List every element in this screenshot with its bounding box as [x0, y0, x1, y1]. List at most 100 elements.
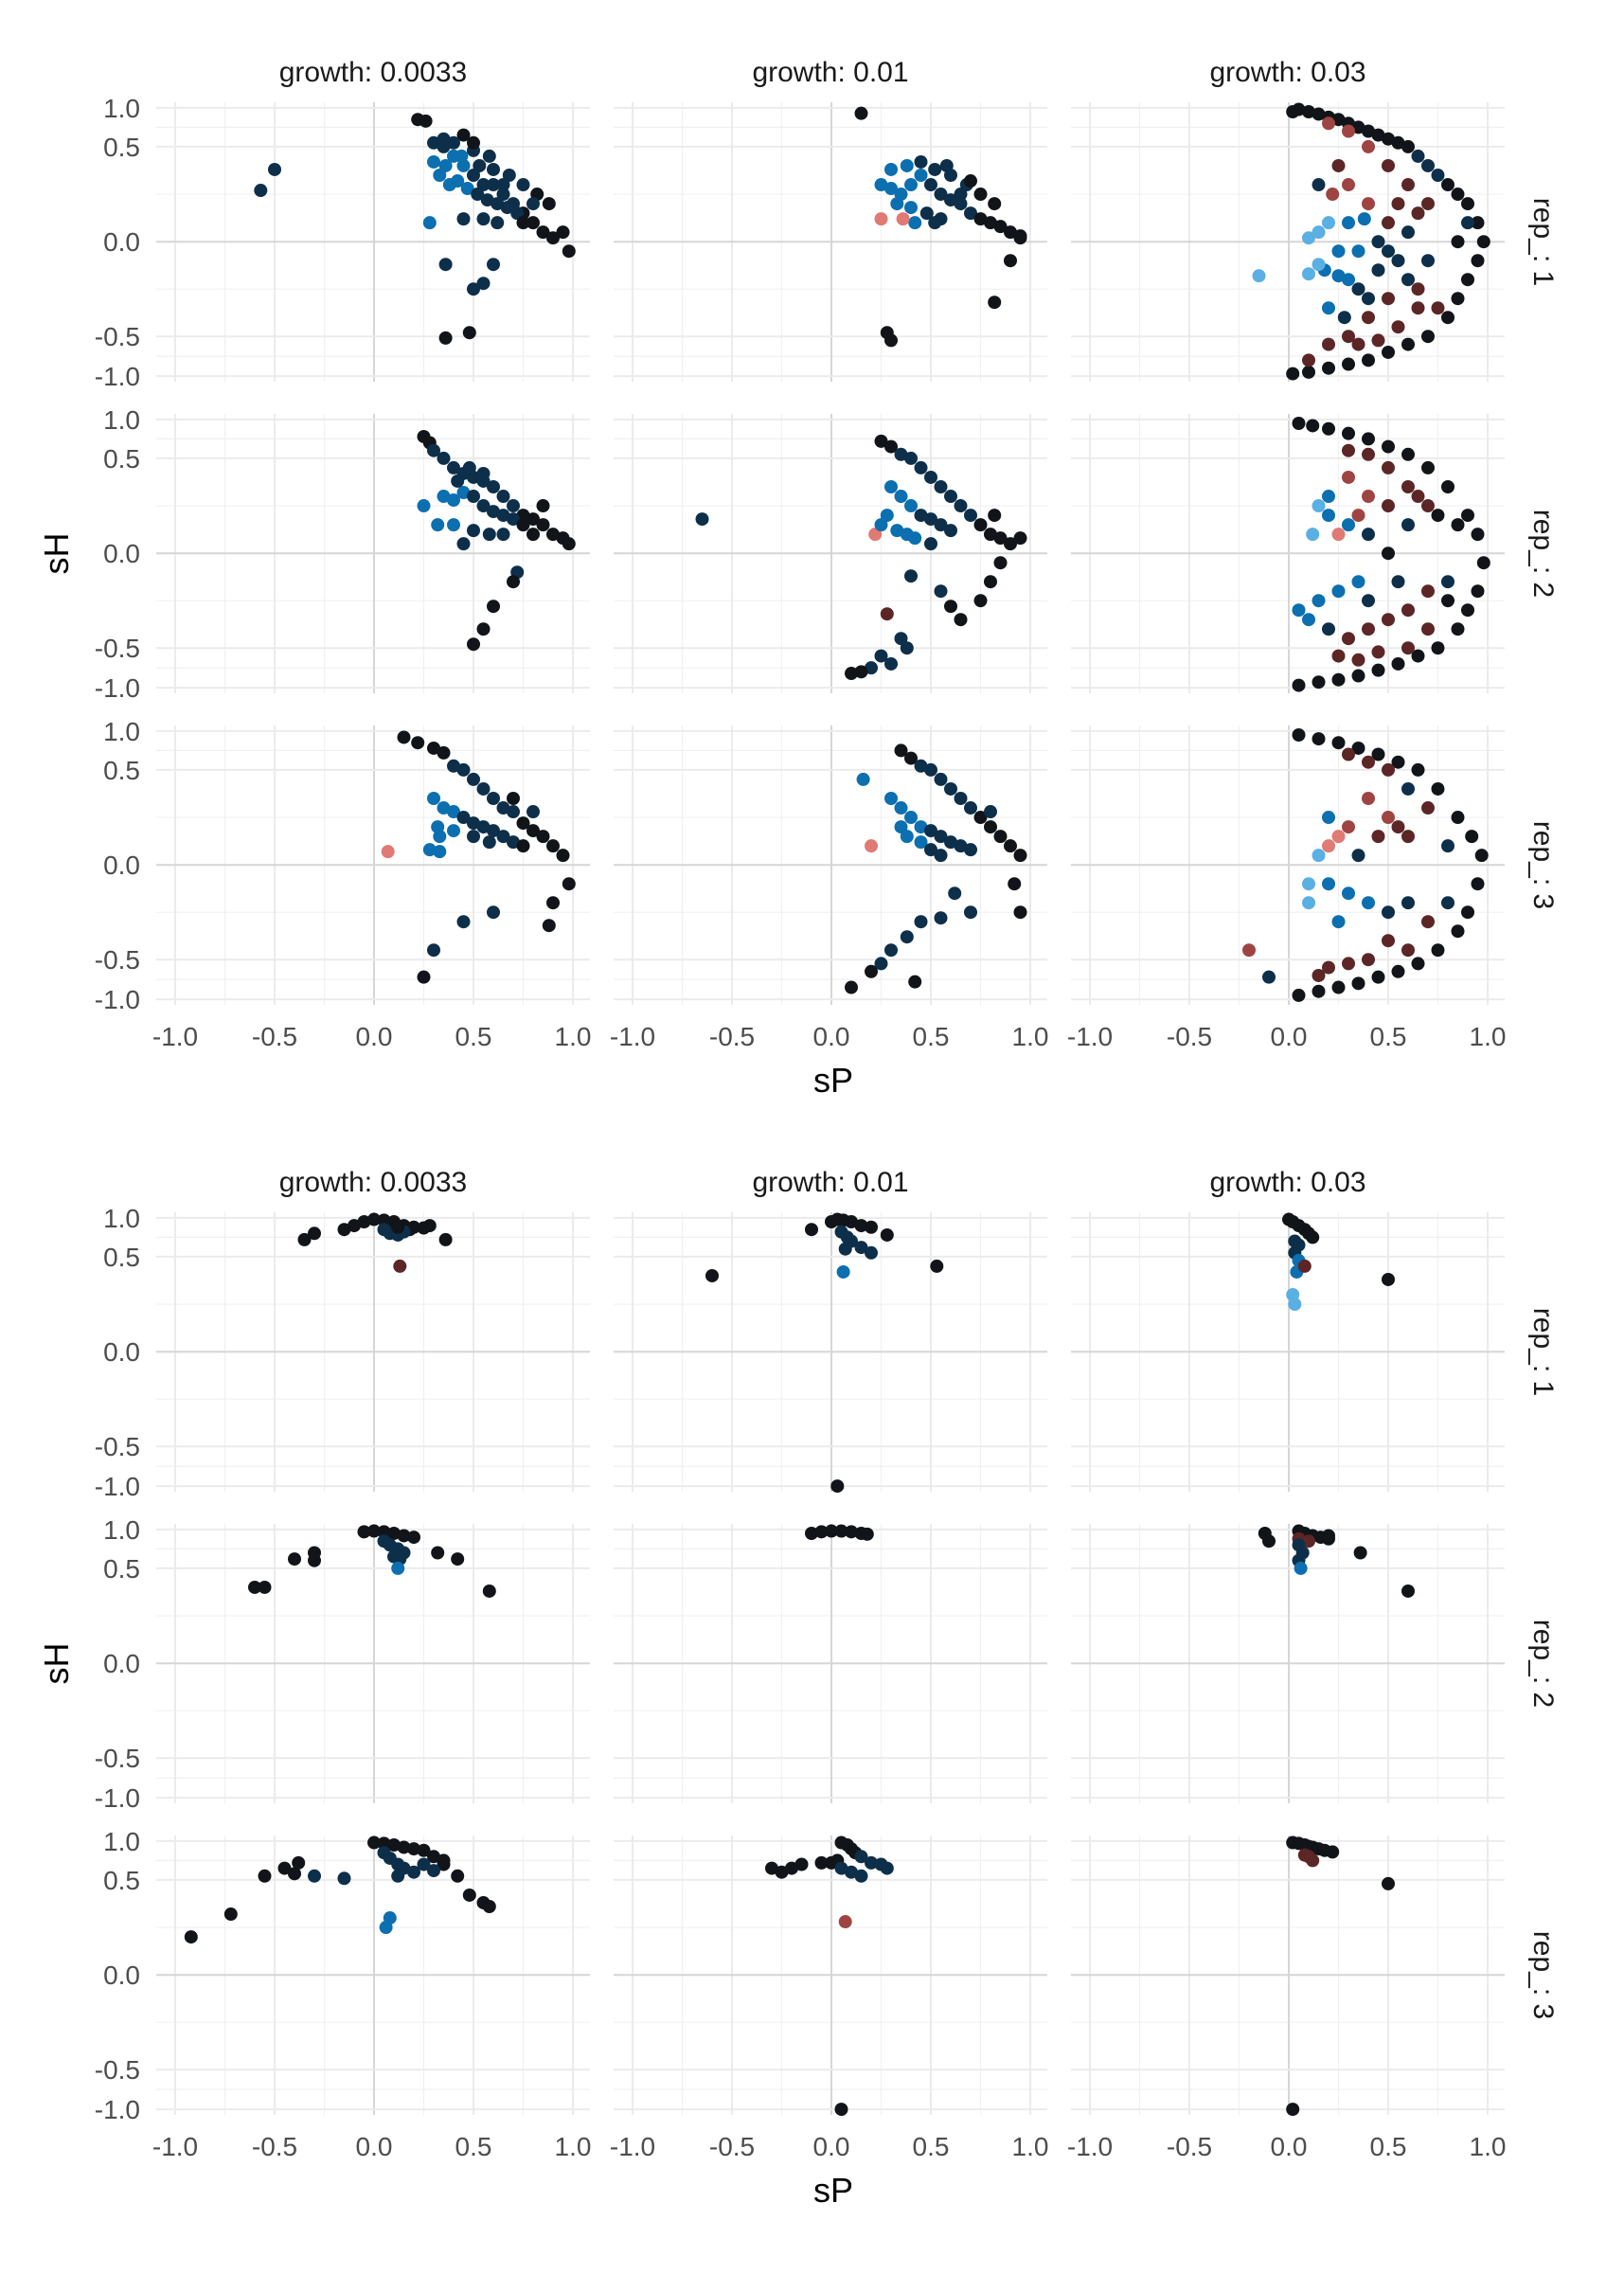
- x-tick-label: 0.5: [1370, 2132, 1407, 2161]
- data-point: [954, 197, 968, 211]
- data-point: [1302, 353, 1315, 367]
- data-point: [1421, 158, 1435, 172]
- data-point: [1401, 896, 1415, 910]
- data-point: [934, 849, 948, 863]
- data-point: [884, 943, 898, 958]
- y-tick-label: 0.5: [103, 133, 140, 162]
- data-point: [308, 1546, 321, 1560]
- data-point: [973, 518, 988, 532]
- x-tick-label: 0.5: [913, 1022, 950, 1051]
- data-point: [1411, 282, 1425, 296]
- data-point: [1302, 105, 1315, 119]
- data-point: [467, 168, 480, 182]
- data-point: [924, 824, 937, 838]
- facet-panel: [1071, 725, 1505, 1005]
- data-point: [1331, 528, 1346, 542]
- facet-panel: [614, 102, 1047, 382]
- data-point: [1326, 188, 1340, 202]
- data-point: [438, 1232, 453, 1246]
- data-point: [1013, 531, 1027, 546]
- data-point: [1441, 311, 1454, 325]
- data-point: [337, 1871, 351, 1886]
- data-point: [1441, 178, 1454, 192]
- data-point: [1322, 421, 1335, 436]
- data-point: [880, 509, 894, 523]
- data-point: [1362, 432, 1375, 446]
- data-point: [487, 258, 500, 272]
- data-point: [1401, 943, 1415, 958]
- data-point: [536, 830, 550, 844]
- x-tick-label: -1.0: [610, 1022, 655, 1051]
- data-point: [277, 1861, 292, 1875]
- data-point: [865, 1245, 878, 1260]
- data-point: [487, 600, 500, 614]
- data-point: [874, 178, 888, 192]
- data-point: [1421, 499, 1435, 513]
- data-point: [536, 499, 550, 513]
- data-point: [1465, 830, 1479, 844]
- x-tick-label: -0.5: [252, 1022, 297, 1051]
- data-point: [491, 197, 505, 211]
- data-point: [1312, 225, 1326, 240]
- data-point: [427, 135, 440, 150]
- data-point: [934, 772, 948, 786]
- data-point: [487, 824, 500, 838]
- x-tick-label: 0.5: [913, 2132, 950, 2161]
- data-point: [526, 824, 540, 838]
- data-point: [924, 470, 937, 484]
- data-point: [268, 162, 281, 176]
- x-tick-label: -1.0: [1067, 2132, 1113, 2161]
- data-point: [1471, 216, 1485, 230]
- data-point: [1292, 988, 1306, 1002]
- x-tick-label: 0.0: [356, 2132, 393, 2161]
- data-point: [854, 106, 868, 120]
- data-point: [1302, 877, 1315, 891]
- data-point: [1351, 741, 1365, 755]
- data-point: [1382, 460, 1395, 474]
- data-point: [1362, 896, 1375, 910]
- data-point: [1451, 518, 1465, 532]
- data-point: [874, 434, 888, 448]
- data-point: [1302, 365, 1315, 379]
- data-point: [516, 216, 530, 230]
- data-point: [1411, 301, 1425, 315]
- data-point: [973, 188, 988, 202]
- data-point: [973, 212, 988, 226]
- data-point: [964, 509, 977, 523]
- data-point: [1262, 970, 1276, 984]
- data-point: [1401, 447, 1415, 461]
- data-point: [471, 188, 485, 202]
- data-point: [288, 1867, 301, 1881]
- data-point: [896, 212, 910, 226]
- data-point: [526, 528, 540, 542]
- data-point: [1351, 120, 1365, 134]
- data-point: [1286, 2103, 1300, 2117]
- data-point: [427, 1864, 440, 1878]
- x-tick-label: 1.0: [1012, 2132, 1049, 2161]
- data-point: [1401, 1584, 1415, 1598]
- data-point: [447, 824, 460, 838]
- data-point: [865, 964, 878, 978]
- data-point: [836, 1264, 850, 1279]
- data-point: [1382, 546, 1395, 561]
- y-tick-label: 1.0: [103, 1204, 140, 1233]
- data-point: [1461, 509, 1474, 523]
- data-point: [854, 1869, 868, 1883]
- data-point: [1306, 1230, 1320, 1244]
- data-point: [805, 1527, 818, 1541]
- data-point: [904, 499, 918, 513]
- data-point: [427, 741, 440, 755]
- data-point: [526, 805, 540, 819]
- data-point: [456, 762, 471, 777]
- data-point: [447, 518, 460, 532]
- data-point: [1421, 197, 1435, 211]
- data-point: [433, 168, 447, 182]
- data-point: [1004, 537, 1017, 551]
- data-point: [944, 600, 957, 614]
- data-point: [1331, 736, 1346, 750]
- x-tick-label: 1.0: [555, 2132, 592, 2161]
- column-strip-label: growth: 0.03: [1209, 1167, 1365, 1198]
- data-point: [1431, 301, 1445, 315]
- data-point: [1421, 622, 1435, 636]
- data-point: [914, 460, 928, 474]
